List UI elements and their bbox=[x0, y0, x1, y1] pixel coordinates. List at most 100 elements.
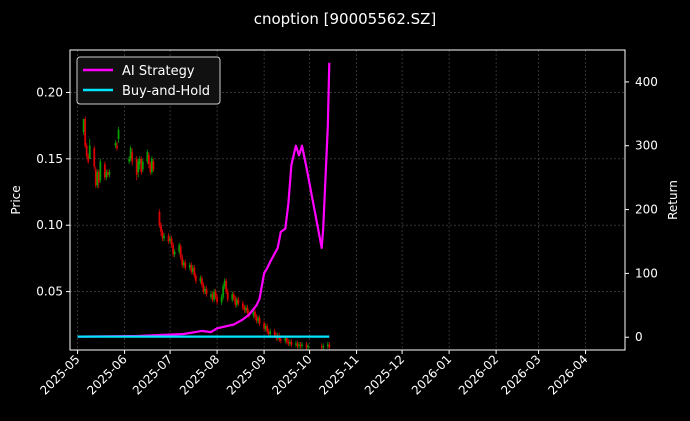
candle-body bbox=[216, 296, 218, 303]
candle-body bbox=[226, 291, 229, 300]
candle-body bbox=[284, 338, 287, 341]
candle-body bbox=[320, 346, 323, 348]
series-lines bbox=[77, 62, 331, 338]
plot-frame bbox=[69, 49, 626, 351]
x-tick-label: 2025-08 bbox=[177, 352, 222, 397]
y-right-tick-label: 200 bbox=[635, 203, 658, 217]
candle-body bbox=[97, 172, 100, 183]
candle-body bbox=[167, 235, 170, 242]
candle-body bbox=[220, 296, 223, 303]
grid bbox=[70, 50, 625, 350]
candle-body bbox=[149, 164, 152, 173]
candle-body bbox=[223, 280, 226, 287]
candle-body bbox=[264, 326, 267, 329]
candle-body bbox=[214, 291, 217, 297]
x-tick-label: 2025-12 bbox=[362, 352, 407, 397]
candle-body bbox=[178, 245, 181, 252]
candle-body bbox=[190, 265, 193, 272]
candle-body bbox=[191, 267, 194, 272]
candle-body bbox=[326, 344, 329, 347]
candle-body bbox=[201, 278, 203, 285]
candle-body bbox=[84, 119, 87, 146]
candle-body bbox=[322, 346, 325, 348]
candle-body bbox=[181, 257, 184, 266]
candle-body bbox=[237, 299, 240, 304]
x-tick-label: 2026-02 bbox=[456, 352, 501, 397]
legend-buyhold-label: Buy-and-Hold bbox=[122, 84, 210, 99]
candle-body bbox=[246, 307, 249, 313]
candle-body bbox=[163, 235, 165, 239]
candle-body bbox=[194, 275, 197, 281]
candle-body bbox=[172, 245, 175, 255]
candle-body bbox=[299, 344, 302, 347]
candle-body bbox=[128, 158, 131, 162]
candle-body bbox=[146, 152, 149, 162]
legend: AI Strategy Buy-and-Hold bbox=[76, 56, 221, 105]
candle-body bbox=[328, 344, 331, 348]
x-tick-label: 2025-10 bbox=[269, 352, 314, 397]
candle-body bbox=[107, 172, 109, 175]
candle-body bbox=[232, 294, 235, 299]
candle-body bbox=[273, 331, 276, 336]
x-tick-label: 2026-03 bbox=[498, 352, 543, 397]
candle-body bbox=[85, 145, 88, 157]
candle-body bbox=[193, 267, 196, 276]
chart-title: cnoption [90005562.SZ] bbox=[254, 10, 437, 28]
x-tick-label: 2025-05 bbox=[37, 352, 82, 397]
candle-body bbox=[295, 343, 297, 345]
candle-body bbox=[199, 278, 202, 281]
candle-body bbox=[173, 251, 176, 255]
candles bbox=[82, 116, 331, 350]
candle-body bbox=[296, 343, 299, 347]
x-tick-label: 2026-04 bbox=[545, 352, 590, 397]
strategy-line bbox=[77, 62, 331, 338]
candle-body bbox=[99, 161, 102, 181]
y-axis-left: 0.05 0.10 0.15 0.20 bbox=[36, 85, 70, 299]
candle-body bbox=[263, 323, 265, 329]
candle-body bbox=[255, 316, 258, 321]
candle-body bbox=[205, 288, 208, 295]
candle-body bbox=[211, 294, 214, 300]
candle-body bbox=[188, 265, 191, 268]
candle-body bbox=[222, 286, 225, 297]
candle-body bbox=[266, 326, 269, 332]
candle-body bbox=[129, 148, 132, 159]
y-right-tick-label: 400 bbox=[635, 75, 658, 89]
candle-body bbox=[279, 339, 282, 341]
candle-body bbox=[138, 158, 141, 165]
y-left-tick-label: 0.15 bbox=[36, 152, 63, 166]
candle-body bbox=[243, 307, 246, 311]
candle-body bbox=[131, 152, 134, 162]
x-tick-label: 2025-11 bbox=[316, 352, 361, 397]
candle-body bbox=[252, 311, 255, 316]
candle-body bbox=[301, 344, 303, 347]
candle-body bbox=[298, 344, 300, 347]
x-axis: 2025-05 2025-06 2025-07 2025-08 2025-09 2025-… bbox=[37, 350, 591, 398]
candle-body bbox=[234, 298, 237, 305]
candle-body bbox=[285, 338, 288, 343]
candle-body bbox=[114, 142, 117, 146]
y-left-tick-label: 0.20 bbox=[36, 85, 63, 99]
candle-body bbox=[269, 331, 272, 335]
candle-body bbox=[235, 299, 238, 305]
candle-body bbox=[141, 161, 144, 170]
candle-body bbox=[305, 344, 308, 348]
candle-body bbox=[288, 342, 291, 344]
candle-body bbox=[169, 238, 171, 242]
candle-body bbox=[290, 342, 293, 345]
candle-body bbox=[160, 225, 162, 232]
candle-body bbox=[161, 231, 164, 239]
candle-body bbox=[202, 284, 205, 292]
candle-body bbox=[82, 119, 85, 133]
candle-body bbox=[96, 172, 99, 186]
candle-body bbox=[204, 288, 206, 292]
candle-body bbox=[241, 303, 244, 308]
candle-body bbox=[184, 262, 187, 268]
legend-strategy-label: AI Strategy bbox=[122, 64, 195, 79]
x-tick-label: 2026-01 bbox=[409, 352, 454, 397]
x-tick-label: 2025-09 bbox=[224, 352, 269, 397]
candle-body bbox=[245, 307, 247, 311]
x-tick-label: 2025-07 bbox=[130, 352, 175, 397]
candle-body bbox=[213, 291, 215, 300]
candle-body bbox=[231, 294, 234, 300]
